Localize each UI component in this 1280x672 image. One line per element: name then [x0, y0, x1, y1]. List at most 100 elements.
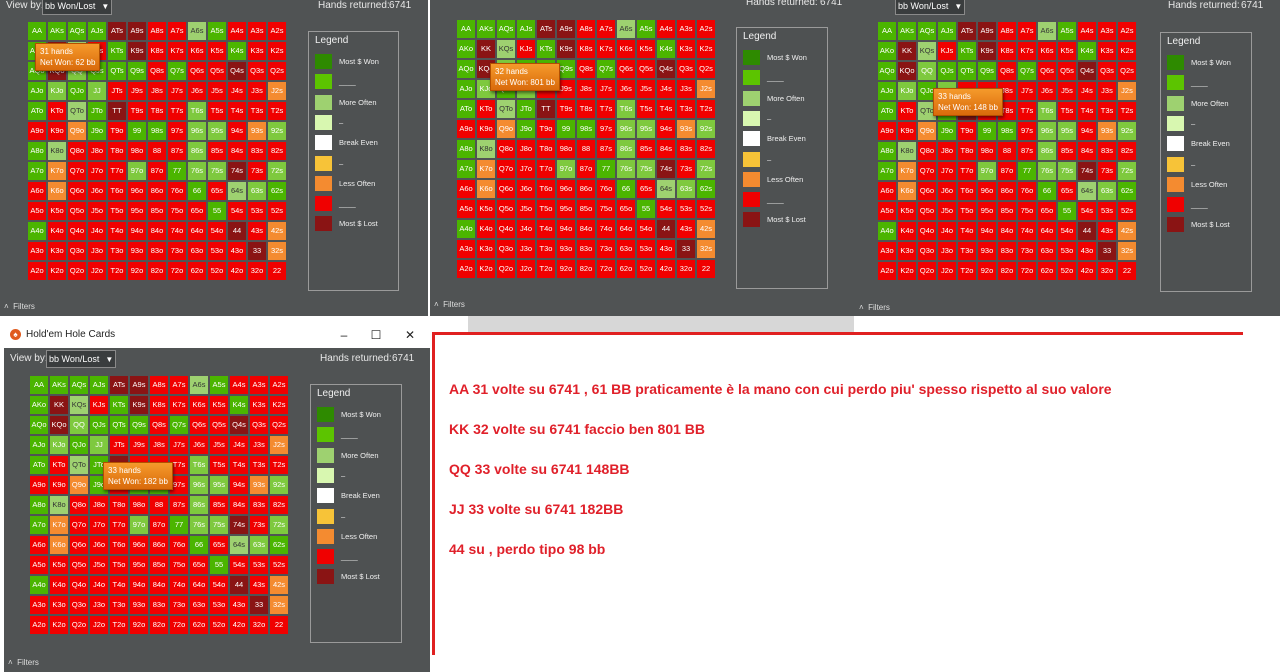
hand-cell-k3s[interactable]: K3s [248, 42, 266, 60]
hand-cell-72s[interactable]: 72s [1118, 162, 1136, 180]
hand-cell-q8o[interactable]: Q8o [918, 142, 936, 160]
hand-cell-kto[interactable]: KTo [48, 102, 66, 120]
hand-cell-q7s[interactable]: Q7s [168, 62, 186, 80]
hand-cell-j4s[interactable]: J4s [657, 80, 675, 98]
hand-cell-52o[interactable]: 52o [637, 260, 655, 278]
hand-cell-a6o[interactable]: A6o [878, 182, 896, 200]
hand-cell-k2s[interactable]: K2s [268, 42, 286, 60]
hand-cell-64o[interactable]: 64o [1038, 222, 1056, 240]
hand-cell-82o[interactable]: 82o [998, 262, 1016, 280]
hand-cell-a9s[interactable]: A9s [130, 376, 148, 394]
hand-cell-k8s[interactable]: K8s [998, 42, 1016, 60]
hand-cell-j4s[interactable]: J4s [1078, 82, 1096, 100]
view-by-dropdown[interactable]: bb Won/Lost ▼ [42, 0, 113, 15]
hand-cell-kjs[interactable]: KJs [938, 42, 956, 60]
hand-cell-75s[interactable]: 75s [210, 516, 228, 534]
hand-cell-j7s[interactable]: J7s [1018, 82, 1036, 100]
hand-cell-85s[interactable]: 85s [637, 140, 655, 158]
hand-cell-j5o[interactable]: J5o [517, 200, 535, 218]
hand-cell-k9s[interactable]: K9s [130, 396, 148, 414]
hand-cell-a4s[interactable]: A4s [228, 22, 246, 40]
hand-cell-42s[interactable]: 42s [697, 220, 715, 238]
filters-toggle[interactable]: ˄ Filters [8, 658, 39, 667]
hand-cell-77[interactable]: 77 [168, 162, 186, 180]
hand-cell-ats[interactable]: ATs [108, 22, 126, 40]
hand-cell-q4s[interactable]: Q4s [228, 62, 246, 80]
hand-cell-83o[interactable]: 83o [998, 242, 1016, 260]
hand-cell-66[interactable]: 66 [190, 536, 208, 554]
hand-cell-96s[interactable]: 96s [1038, 122, 1056, 140]
hand-cell-95s[interactable]: 95s [1058, 122, 1076, 140]
hand-cell-62s[interactable]: 62s [697, 180, 715, 198]
hand-cell-ajs[interactable]: AJs [517, 20, 535, 38]
hand-cell-j8s[interactable]: J8s [577, 80, 595, 98]
hand-cell-aks[interactable]: AKs [48, 22, 66, 40]
hand-cell-94o[interactable]: 94o [557, 220, 575, 238]
hand-cell-a6s[interactable]: A6s [190, 376, 208, 394]
hand-cell-42s[interactable]: 42s [270, 576, 288, 594]
hand-cell-93o[interactable]: 93o [978, 242, 996, 260]
hand-cell-76o[interactable]: 76o [1018, 182, 1036, 200]
hand-cell-t4o[interactable]: T4o [110, 576, 128, 594]
hand-cell-33[interactable]: 33 [1098, 242, 1116, 260]
hand-cell-k2s[interactable]: K2s [697, 40, 715, 58]
hand-cell-22[interactable]: 22 [268, 262, 286, 280]
hand-cell-t5o[interactable]: T5o [537, 200, 555, 218]
hand-cell-a2o[interactable]: A2o [457, 260, 475, 278]
hand-cell-aqo[interactable]: AQo [30, 416, 48, 434]
hand-cell-j9s[interactable]: J9s [128, 82, 146, 100]
hand-cell-64s[interactable]: 64s [1078, 182, 1096, 200]
hand-cell-33[interactable]: 33 [250, 596, 268, 614]
hand-cell-53o[interactable]: 53o [1058, 242, 1076, 260]
hand-cell-j7s[interactable]: J7s [597, 80, 615, 98]
hand-cell-k2s[interactable]: K2s [1118, 42, 1136, 60]
hand-cell-a3s[interactable]: A3s [677, 20, 695, 38]
hand-cell-75o[interactable]: 75o [170, 556, 188, 574]
hand-cell-93o[interactable]: 93o [128, 242, 146, 260]
hand-cell-j6o[interactable]: J6o [938, 182, 956, 200]
hand-cell-84s[interactable]: 84s [228, 142, 246, 160]
hand-cell-t3o[interactable]: T3o [108, 242, 126, 260]
hand-cell-82o[interactable]: 82o [577, 260, 595, 278]
hand-cell-j9o[interactable]: J9o [517, 120, 535, 138]
hand-cell-a9o[interactable]: A9o [457, 120, 475, 138]
hand-cell-kqs[interactable]: KQs [70, 396, 88, 414]
hand-cell-t2o[interactable]: T2o [958, 262, 976, 280]
hand-cell-kts[interactable]: KTs [958, 42, 976, 60]
hand-cell-a8o[interactable]: A8o [457, 140, 475, 158]
hand-cell-a8o[interactable]: A8o [28, 142, 46, 160]
hand-cell-85o[interactable]: 85o [577, 200, 595, 218]
hand-cell-t5o[interactable]: T5o [108, 202, 126, 220]
hand-cell-77[interactable]: 77 [170, 516, 188, 534]
hand-cell-82o[interactable]: 82o [150, 616, 168, 634]
hand-cell-t3o[interactable]: T3o [958, 242, 976, 260]
hand-cell-52o[interactable]: 52o [210, 616, 228, 634]
hand-cell-44[interactable]: 44 [228, 222, 246, 240]
hand-cell-64s[interactable]: 64s [657, 180, 675, 198]
hand-cell-66[interactable]: 66 [1038, 182, 1056, 200]
hand-cell-85o[interactable]: 85o [998, 202, 1016, 220]
hand-cell-k5s[interactable]: K5s [1058, 42, 1076, 60]
hand-cell-75s[interactable]: 75s [208, 162, 226, 180]
hand-cell-63s[interactable]: 63s [1098, 182, 1116, 200]
hand-cell-q7o[interactable]: Q7o [68, 162, 86, 180]
hand-cell-a5s[interactable]: A5s [208, 22, 226, 40]
hand-cell-jto[interactable]: JTo [517, 100, 535, 118]
hand-cell-t7s[interactable]: T7s [1018, 102, 1036, 120]
hand-cell-93s[interactable]: 93s [1098, 122, 1116, 140]
hand-cell-j7s[interactable]: J7s [170, 436, 188, 454]
hand-cell-qjs[interactable]: QJs [938, 62, 956, 80]
hand-cell-k9o[interactable]: K9o [898, 122, 916, 140]
hand-cell-a8s[interactable]: A8s [577, 20, 595, 38]
hand-cell-j6s[interactable]: J6s [1038, 82, 1056, 100]
hand-cell-83o[interactable]: 83o [577, 240, 595, 258]
hand-cell-j2s[interactable]: J2s [270, 436, 288, 454]
hand-cell-t8o[interactable]: T8o [110, 496, 128, 514]
hand-cell-a4s[interactable]: A4s [1078, 22, 1096, 40]
hand-cell-k4o[interactable]: K4o [48, 222, 66, 240]
hand-cell-64o[interactable]: 64o [190, 576, 208, 594]
hand-cell-j5s[interactable]: J5s [637, 80, 655, 98]
hand-cell-a9s[interactable]: A9s [978, 22, 996, 40]
hand-cell-63s[interactable]: 63s [248, 182, 266, 200]
hand-cell-t6o[interactable]: T6o [110, 536, 128, 554]
